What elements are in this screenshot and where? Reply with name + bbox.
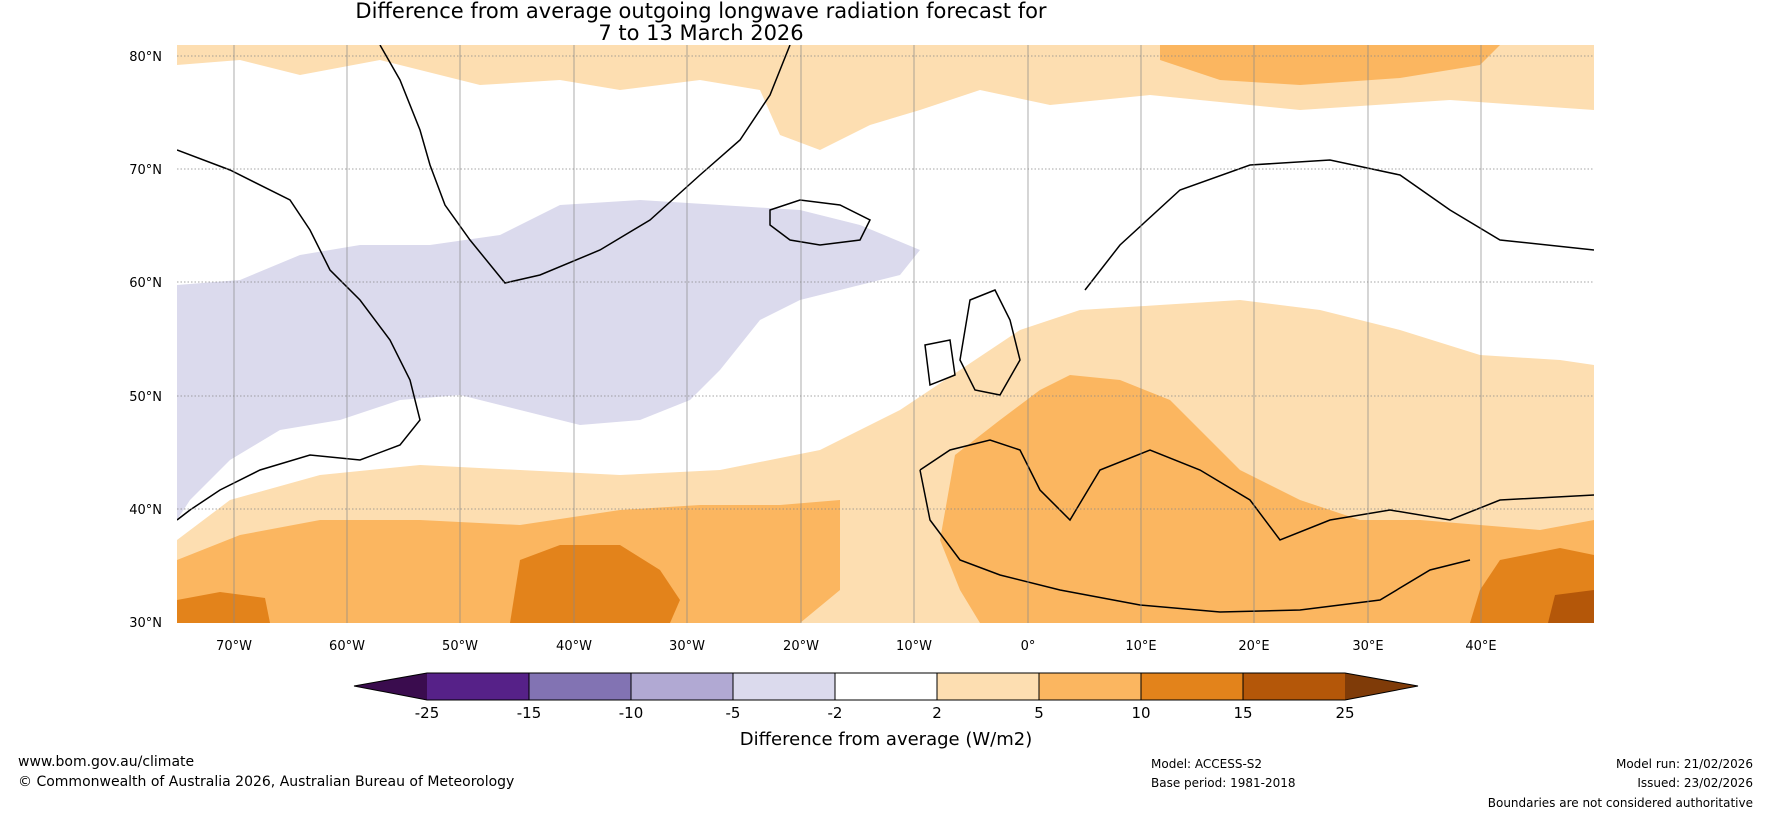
colorbar-tick-label: -25 [415, 704, 440, 722]
lon-label: 40°W [556, 639, 592, 654]
map-title-line-2: 7 to 13 March 2026 [598, 21, 804, 45]
lon-label: 30°W [669, 639, 705, 654]
lat-label: 50°N [129, 390, 162, 405]
latitude-gridlines [177, 55, 1594, 510]
base-period: Base period: 1981-2018 [1151, 776, 1296, 790]
lon-label: 20°W [783, 639, 819, 654]
colorbar-swatch [1039, 673, 1141, 700]
iceland-coast [769, 199, 872, 246]
anomaly-region-strongest-arabia [1548, 590, 1594, 623]
colorbar-swatch [631, 673, 733, 700]
anomaly-region-north-atlantic-negative [177, 200, 920, 520]
colorbar-ticks: -25 -15 -10 -5 -2 2 5 10 15 25 [415, 704, 1355, 722]
colorbar-swatch [529, 673, 631, 700]
colorbar-tick-label: -5 [726, 704, 741, 722]
issued-date: Issued: 23/02/2026 [1637, 776, 1753, 790]
anomaly-fields [177, 45, 1594, 623]
lon-label: 0° [1021, 639, 1036, 654]
model-run-date: Model run: 21/02/2026 [1615, 757, 1753, 771]
map-title-line-1: Difference from average outgoing longwav… [355, 0, 1047, 23]
colorbar-tick-label: -15 [517, 704, 542, 722]
lat-label: 80°N [129, 50, 162, 65]
lon-label: 20°E [1238, 639, 1269, 654]
website-link[interactable]: www.bom.gov.au/climate [18, 754, 195, 770]
greenland-coast [379, 45, 791, 284]
lon-label: 70°W [216, 639, 252, 654]
colorbar-swatch [1243, 673, 1345, 700]
colorbar-tick-label: 10 [1131, 704, 1150, 722]
lon-label: 60°W [329, 639, 365, 654]
latitude-labels: 80°N 70°N 60°N 50°N 40°N 30°N [129, 50, 162, 631]
colorbar-swatch [427, 673, 529, 700]
colorbar-tick-label: -10 [619, 704, 644, 722]
model-name: Model: ACCESS-S2 [1151, 757, 1263, 771]
europe-coast [919, 159, 1594, 613]
colorbar-label: Difference from average (W/m2) [740, 729, 1032, 750]
colorbar-tick-label: 25 [1335, 704, 1354, 722]
colorbar: -25 -15 -10 -5 -2 2 5 10 15 25 Differenc… [353, 672, 1419, 750]
colorbar-swatch [937, 673, 1039, 700]
copyright-text: © Commonwealth of Australia 2026, Austra… [18, 774, 515, 790]
colorbar-tick-label: 15 [1233, 704, 1252, 722]
anomaly-region-strong-west [177, 592, 270, 623]
colorbar-swatch [835, 673, 937, 700]
colorbar-tick-label: -2 [828, 704, 843, 722]
colorbar-tick-label: 5 [1034, 704, 1044, 722]
lon-label: 50°W [442, 639, 478, 654]
colorbar-swatch [1141, 673, 1243, 700]
british-isles-coast [924, 289, 1021, 396]
north-america-coast [177, 149, 421, 521]
lon-label: 10°W [896, 639, 932, 654]
lat-label: 40°N [129, 503, 162, 518]
anomaly-region-europe-orange [940, 375, 1594, 623]
colorbar-extend-max [1345, 673, 1418, 700]
longitude-gridlines [233, 45, 1482, 623]
lat-label: 70°N [129, 163, 162, 178]
lon-label: 40°E [1465, 639, 1496, 654]
colorbar-tick-label: 2 [932, 704, 942, 722]
lon-label: 30°E [1352, 639, 1383, 654]
anomaly-region-strong-atlantic [510, 545, 680, 623]
longitude-labels: 70°W 60°W 50°W 40°W 30°W 20°W 10°W 0° 10… [216, 639, 1497, 654]
lat-label: 30°N [129, 616, 162, 631]
lon-label: 10°E [1125, 639, 1156, 654]
colorbar-extend-min [354, 673, 427, 700]
lat-label: 60°N [129, 276, 162, 291]
colorbar-swatch [733, 673, 835, 700]
coastlines [177, 45, 1594, 613]
anomaly-region-arctic-orange [1160, 45, 1500, 85]
boundaries-disclaimer: Boundaries are not considered authoritat… [1487, 796, 1753, 810]
